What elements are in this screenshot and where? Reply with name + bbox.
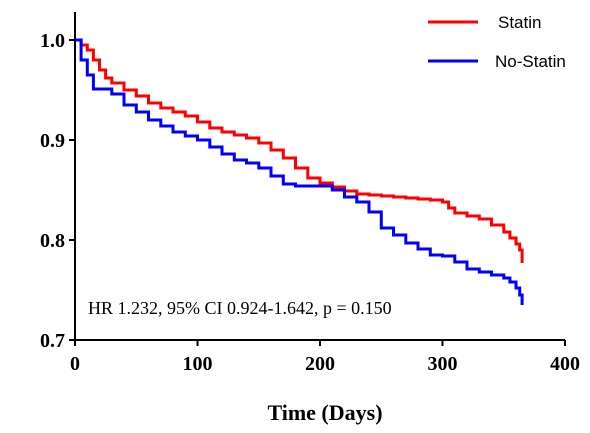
y-tick-label: 0.7 [40,330,65,352]
x-tick-label: 200 [305,353,335,375]
legend-label-no-statin: No-Statin [495,52,566,71]
x-ticks: 0 100 200 300 400 [70,340,580,375]
legend-label-statin: Statin [498,13,541,32]
x-tick-label: 100 [183,353,213,375]
legend: Statin No-Statin [428,13,566,71]
x-tick-label: 400 [550,353,580,375]
series-line-no-statin [75,38,524,305]
y-tick-label: 1.0 [40,30,65,52]
series-line-statin [75,38,524,263]
y-ticks: 0.7 0.8 0.9 1.0 [40,30,75,352]
x-tick-label: 0 [70,353,80,375]
series-lines [75,38,524,305]
x-axis-title: Time (Days) [267,400,382,425]
hazard-ratio-annotation: HR 1.232, 95% CI 0.924-1.642, p = 0.150 [88,298,392,318]
y-tick-label: 0.8 [40,230,65,252]
axes [74,12,565,341]
x-tick-label: 300 [428,353,458,375]
y-tick-label: 0.9 [40,130,65,152]
